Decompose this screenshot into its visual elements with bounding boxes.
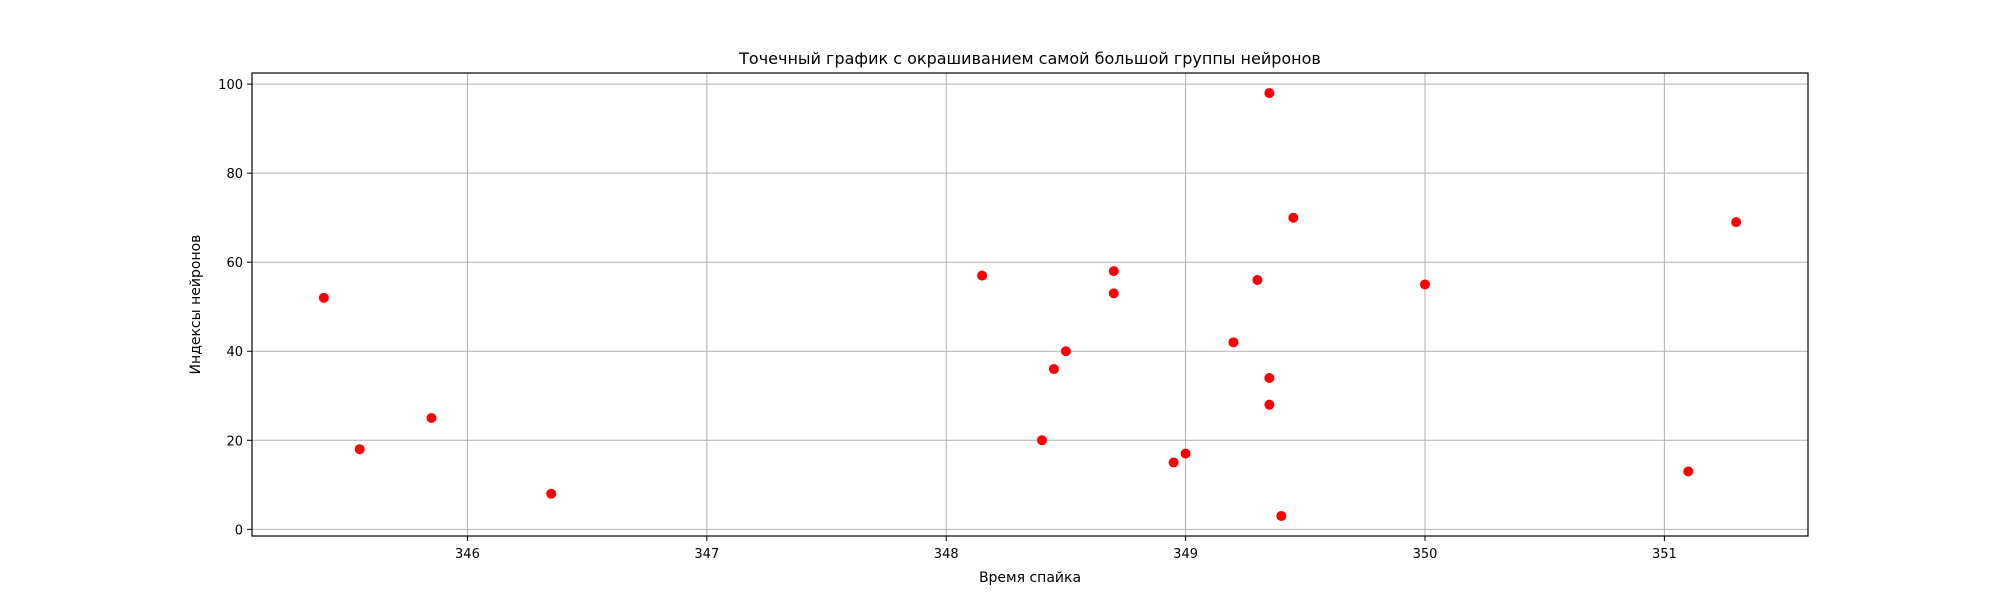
data-point <box>977 270 988 281</box>
x-tick-label: 346 <box>455 547 480 562</box>
data-point <box>1731 217 1742 228</box>
data-point <box>318 292 329 303</box>
grid <box>252 73 1808 536</box>
data-point <box>354 444 365 455</box>
chart-title: Точечный график с окрашиванием самой бол… <box>738 49 1321 68</box>
x-tick-label: 348 <box>934 547 959 562</box>
y-tick-label: 20 <box>226 434 243 449</box>
data-point <box>1252 275 1263 286</box>
y-tick-label: 80 <box>226 167 243 182</box>
data-point <box>1048 364 1059 375</box>
x-tick-label: 350 <box>1413 547 1438 562</box>
data-point <box>1419 279 1430 290</box>
x-tick-label: 351 <box>1652 547 1677 562</box>
data-points <box>318 88 1742 521</box>
data-point <box>1264 88 1275 99</box>
data-point <box>1264 372 1275 383</box>
y-tick-label: 100 <box>218 78 243 93</box>
data-point <box>1276 510 1287 521</box>
data-point <box>546 488 557 499</box>
data-point <box>1180 448 1191 459</box>
data-point <box>1060 346 1071 357</box>
axis-ticks: 346 347 348 349 350 351 0 20 40 60 80 100 <box>218 78 1677 562</box>
y-axis-label: Индексы нейронов <box>188 235 204 375</box>
y-tick-label: 40 <box>226 345 243 360</box>
y-tick-label: 60 <box>226 256 243 271</box>
x-tick-label: 349 <box>1173 547 1198 562</box>
data-point <box>1683 466 1694 477</box>
data-point <box>1108 288 1119 299</box>
data-point <box>1288 212 1299 223</box>
data-point <box>1264 399 1275 410</box>
y-tick-label: 0 <box>235 523 243 538</box>
x-axis-label: Время спайка <box>979 570 1081 586</box>
data-point <box>1228 337 1239 348</box>
plot-area-frame <box>251 72 1809 537</box>
x-tick-label: 347 <box>694 547 719 562</box>
data-point <box>1168 457 1179 468</box>
data-point <box>1036 435 1047 446</box>
data-point <box>426 413 437 424</box>
data-point <box>1108 266 1119 277</box>
